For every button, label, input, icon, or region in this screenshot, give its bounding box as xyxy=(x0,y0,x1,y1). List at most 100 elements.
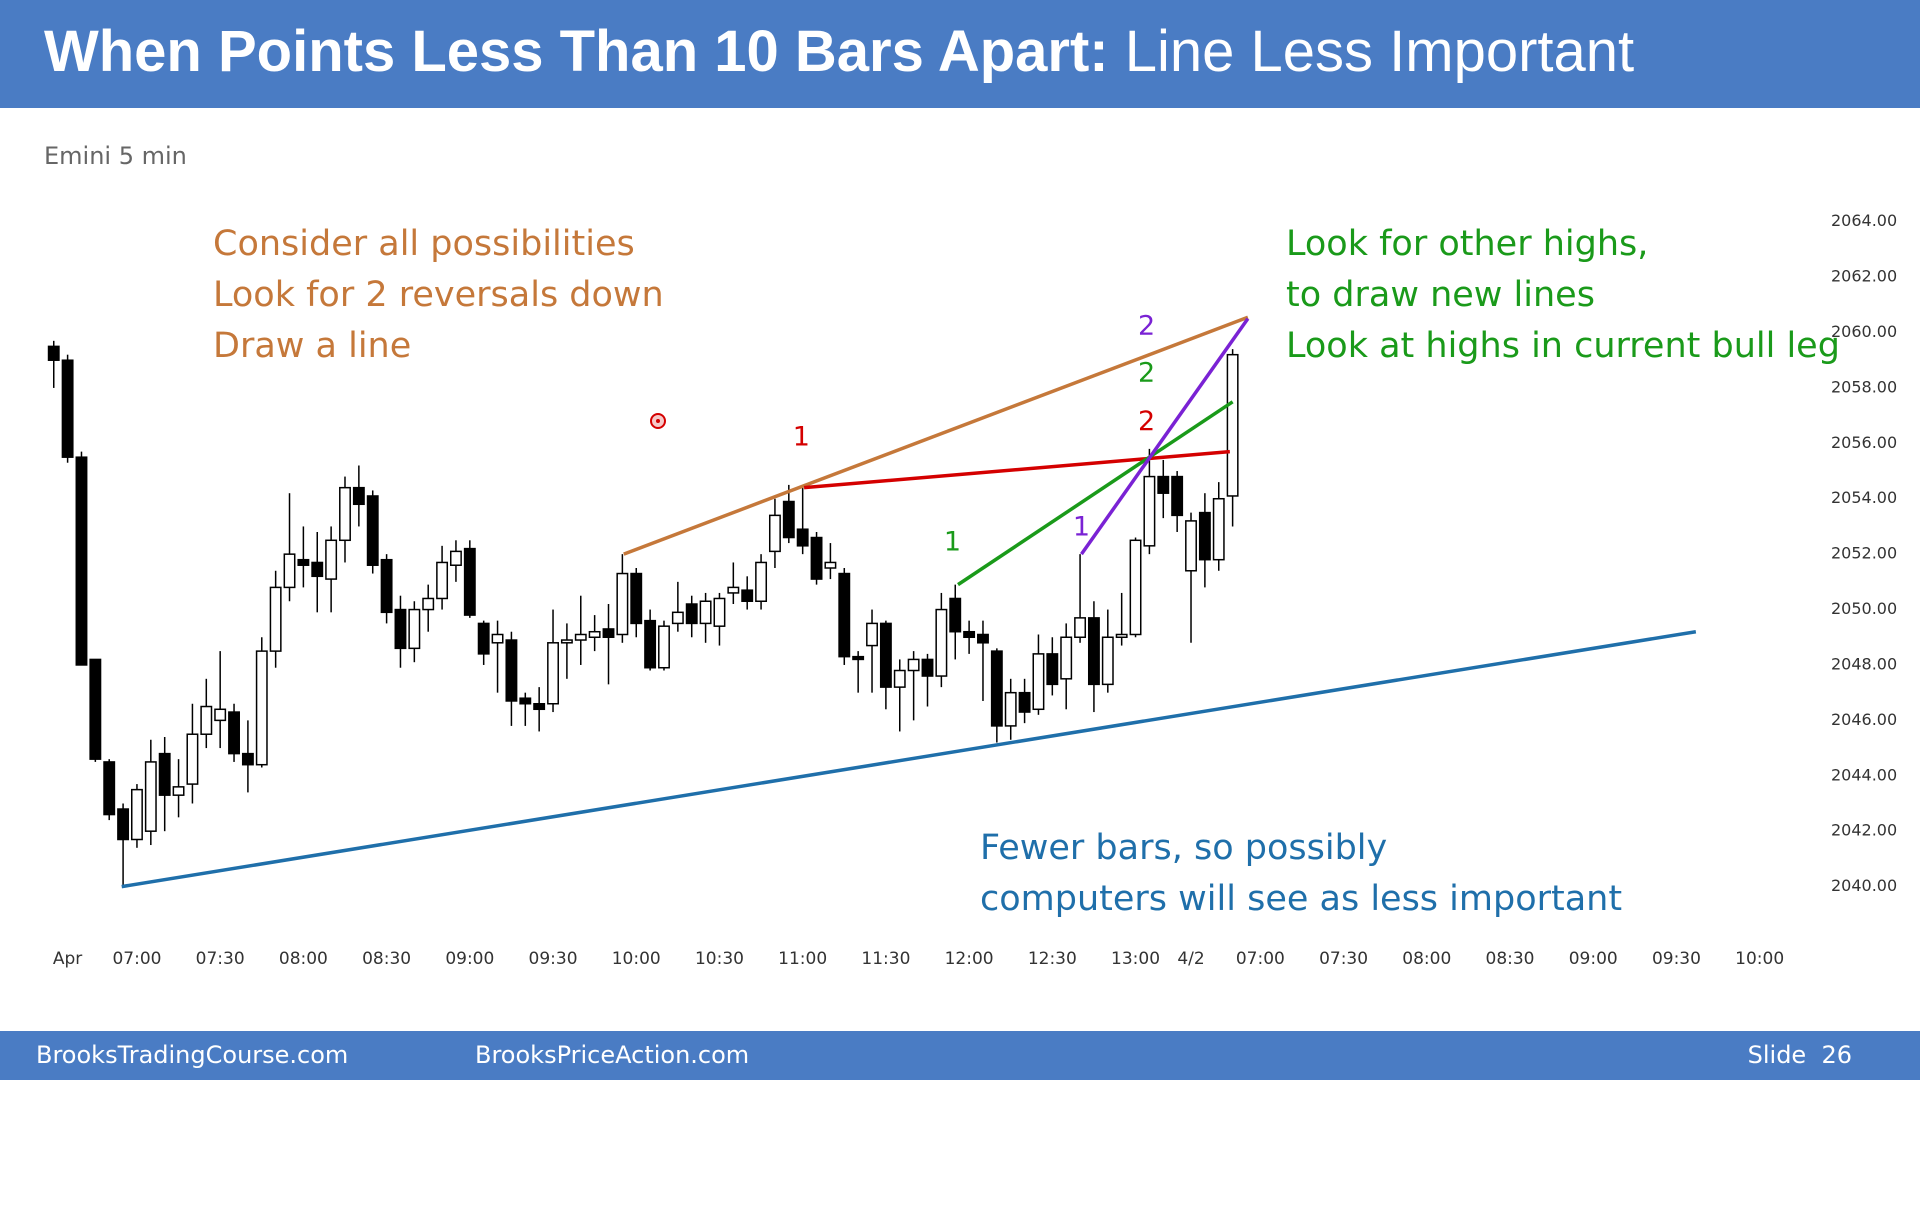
candle-body xyxy=(893,669,906,688)
candle-body xyxy=(616,572,629,636)
trend-line xyxy=(121,629,1697,889)
candle-body xyxy=(921,658,934,677)
candle-body xyxy=(103,761,116,816)
cursor-dot xyxy=(656,419,660,423)
title-rest: Line Less Important xyxy=(1124,19,1635,84)
x-tick-label: 08:00 xyxy=(1402,949,1451,969)
annotation: Look at highs in current bull leg xyxy=(1286,326,1840,366)
candle-body xyxy=(1115,633,1128,639)
candle-body xyxy=(741,589,754,602)
y-tick-label: 2048.00 xyxy=(1831,654,1897,673)
candle-body xyxy=(727,586,740,594)
candle-body xyxy=(1143,475,1156,547)
candle-body xyxy=(422,597,435,611)
x-tick-label: Apr xyxy=(53,949,82,969)
candle-body xyxy=(838,572,851,658)
candle-body xyxy=(1018,691,1031,713)
candle-body xyxy=(61,359,74,458)
candle-body xyxy=(325,539,338,580)
y-tick-label: 2040.00 xyxy=(1831,876,1897,895)
candle-body xyxy=(436,561,449,600)
candle-body xyxy=(963,630,976,639)
candle-body xyxy=(671,611,684,625)
chart: 2040.00 2042.00 2044.00 2046.00 2048.00 2050.… xyxy=(47,211,1897,969)
trend-line xyxy=(623,315,1249,556)
candle-body xyxy=(449,550,462,566)
x-tick-label: 08:30 xyxy=(362,949,411,969)
candle-body xyxy=(1060,636,1073,680)
annotation: computers will see as less important xyxy=(980,879,1622,919)
y-tick-label: 2058.00 xyxy=(1831,377,1897,396)
candle-body xyxy=(463,547,476,616)
footer-middle: BrooksPriceAction.com xyxy=(475,1041,750,1069)
y-tick-label: 2062.00 xyxy=(1831,267,1897,286)
candle-body xyxy=(1032,653,1045,711)
candle-body xyxy=(644,619,657,669)
x-tick-label: 09:30 xyxy=(1652,949,1701,969)
candle-body xyxy=(782,500,795,539)
candle-body xyxy=(214,708,227,722)
candle-body xyxy=(1198,511,1211,561)
candle-body xyxy=(1157,475,1170,494)
candle-body xyxy=(1046,653,1059,686)
candle-body xyxy=(283,553,296,589)
x-tick-label: 11:00 xyxy=(778,949,827,969)
candle-body xyxy=(1212,497,1225,561)
y-tick-label: 2054.00 xyxy=(1831,488,1897,507)
candle-body xyxy=(255,650,268,766)
annotation: Look for 2 reversals down xyxy=(213,275,664,315)
candle-body xyxy=(1226,353,1239,497)
candle-body xyxy=(658,625,670,669)
x-tick-label: 13:00 xyxy=(1111,949,1160,969)
candle-body xyxy=(1185,520,1197,572)
candle-body xyxy=(533,702,546,711)
title-bar: When Points Less Than 10 Bars Apart: Lin… xyxy=(0,0,1920,108)
candle-body xyxy=(144,761,157,832)
candle-body xyxy=(560,639,573,644)
point-label: 1 xyxy=(1073,511,1090,542)
candle-body xyxy=(713,597,726,627)
point-label: 1 xyxy=(793,421,810,452)
candle-body xyxy=(408,608,421,650)
candle-body xyxy=(477,622,490,655)
y-tick-label: 2050.00 xyxy=(1831,599,1897,618)
candle-body xyxy=(547,642,559,705)
candle-body xyxy=(200,705,213,735)
y-tick-label: 2042.00 xyxy=(1831,821,1897,840)
x-tick-label: 10:00 xyxy=(612,949,661,969)
slide-number: Slide 26 xyxy=(1747,1041,1852,1069)
candle-body xyxy=(1101,636,1114,686)
candle-body xyxy=(352,486,365,506)
y-tick-label: 2060.00 xyxy=(1831,322,1897,341)
candle-body xyxy=(339,486,351,542)
candle-body xyxy=(269,586,282,652)
candle-body xyxy=(311,561,324,578)
y-tick-label: 2064.00 xyxy=(1831,211,1897,230)
x-tick-label: 09:30 xyxy=(529,949,578,969)
subtitle: Emini 5 min xyxy=(44,142,187,170)
candle-body xyxy=(172,786,185,796)
candle-body xyxy=(602,628,615,639)
point-label: 2 xyxy=(1138,310,1155,341)
x-tick-label: 10:00 xyxy=(1735,949,1784,969)
candle-body xyxy=(241,752,254,766)
candle-body xyxy=(1004,691,1017,727)
candle-body xyxy=(574,633,587,641)
point-label: 2 xyxy=(1138,406,1155,437)
candle-body xyxy=(866,622,878,647)
candle-body xyxy=(505,639,518,702)
x-tick-label: 07:00 xyxy=(1236,949,1285,969)
candle-body xyxy=(158,752,171,796)
candle-body xyxy=(810,536,823,580)
x-tick-label: 08:30 xyxy=(1486,949,1535,969)
candle-body xyxy=(1129,539,1142,636)
candle-body xyxy=(297,558,310,566)
candle-body xyxy=(768,514,781,553)
x-tick-label: 11:30 xyxy=(861,949,910,969)
candle-body xyxy=(75,456,88,666)
candle-body xyxy=(588,630,601,639)
candle-body xyxy=(907,658,920,672)
candle-body xyxy=(1171,475,1184,517)
candle-body xyxy=(1074,617,1087,639)
candle-body xyxy=(796,528,809,547)
